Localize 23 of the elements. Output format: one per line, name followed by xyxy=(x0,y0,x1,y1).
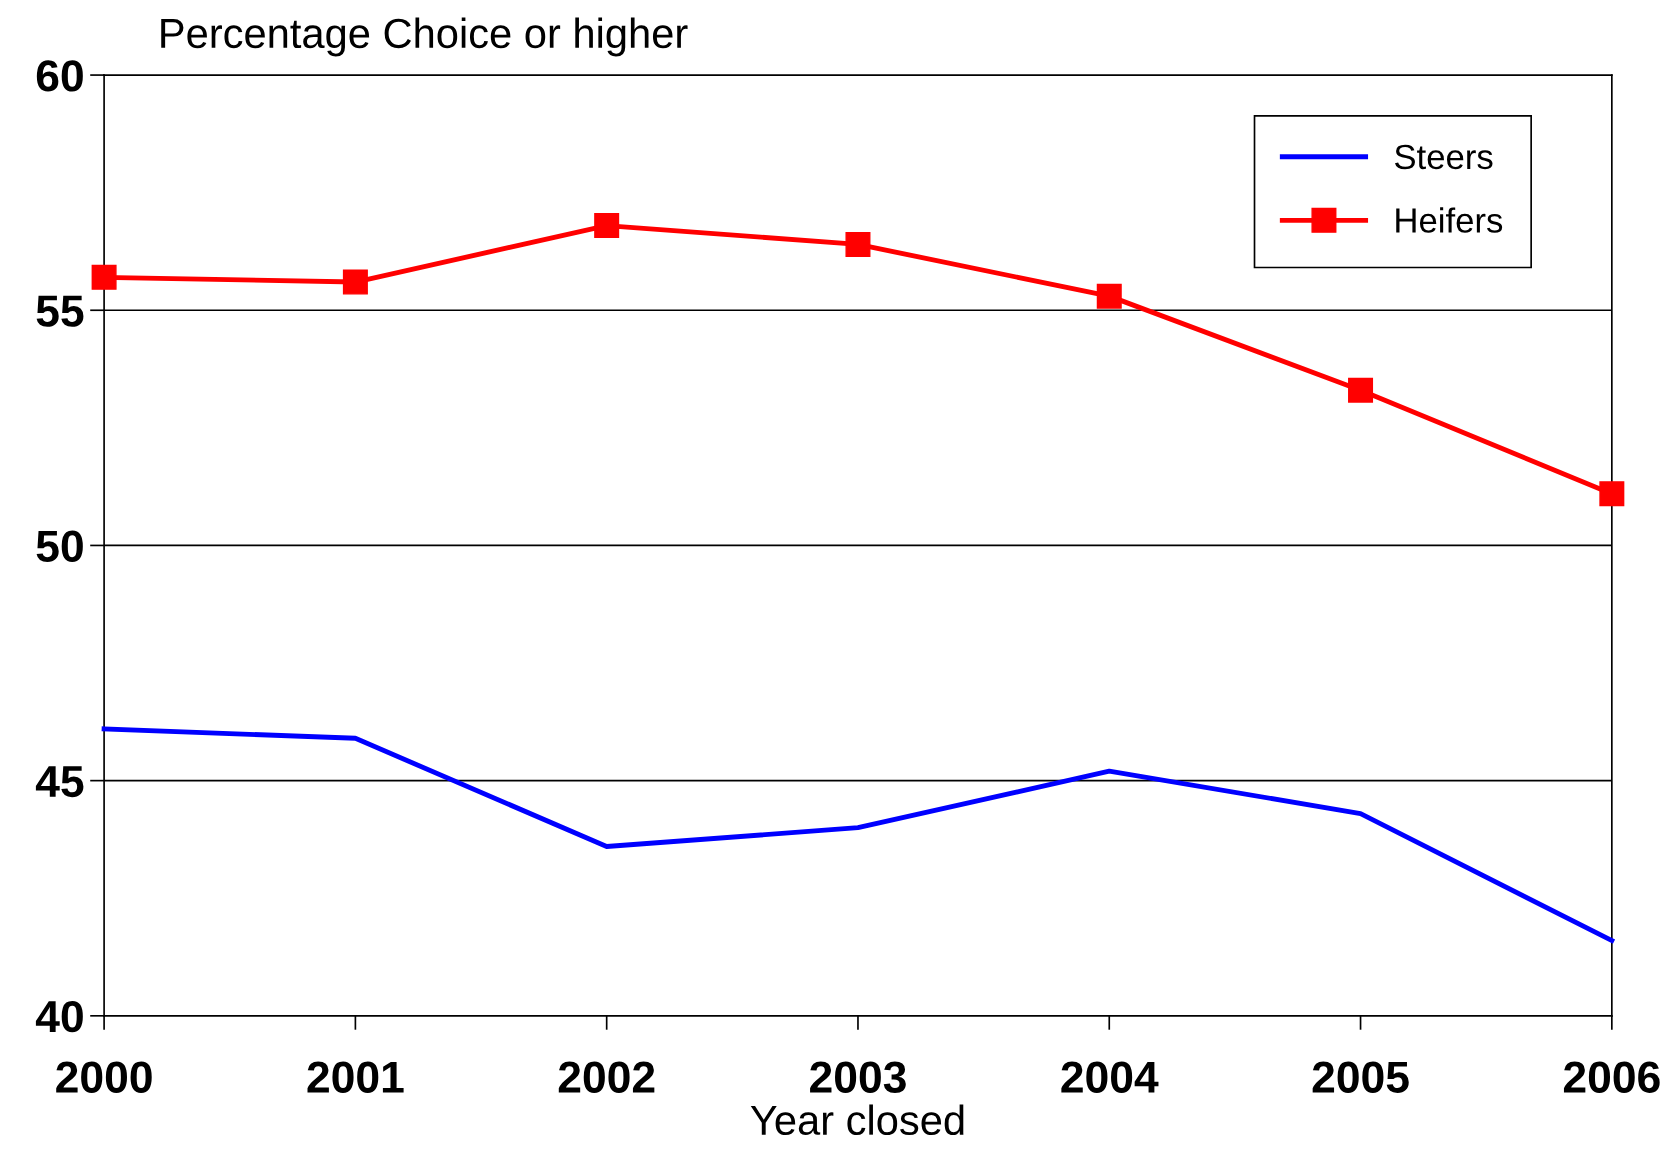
x-tick-label: 2003 xyxy=(810,1061,906,1093)
x-tick-label: 2000 xyxy=(56,1061,152,1093)
y-tick-label: 55 xyxy=(36,295,84,327)
x-tick-label: 2004 xyxy=(1061,1061,1159,1093)
legend-label: Heifers xyxy=(1396,207,1503,233)
x-tick-label: 2002 xyxy=(558,1061,655,1093)
point xyxy=(91,264,117,290)
point xyxy=(342,269,368,295)
y-tick-label: 60 xyxy=(36,60,83,92)
point xyxy=(1096,283,1122,309)
point xyxy=(1599,481,1625,507)
y-tick-label: 50 xyxy=(36,530,83,562)
point xyxy=(1348,377,1374,403)
legend-label: Steers xyxy=(1394,144,1493,170)
point xyxy=(594,213,620,239)
y-tick-label: 40 xyxy=(35,1000,83,1033)
x-axis-title: Year closed xyxy=(750,1104,964,1136)
point xyxy=(845,231,871,257)
y-tick-label: 45 xyxy=(35,766,84,798)
chart-title: Percentage Choice or higher xyxy=(161,17,688,57)
x-tick-label: 2006 xyxy=(1563,1061,1660,1093)
x-tick-label: 2001 xyxy=(307,1061,404,1093)
x-tick-label: 2005 xyxy=(1312,1061,1409,1093)
